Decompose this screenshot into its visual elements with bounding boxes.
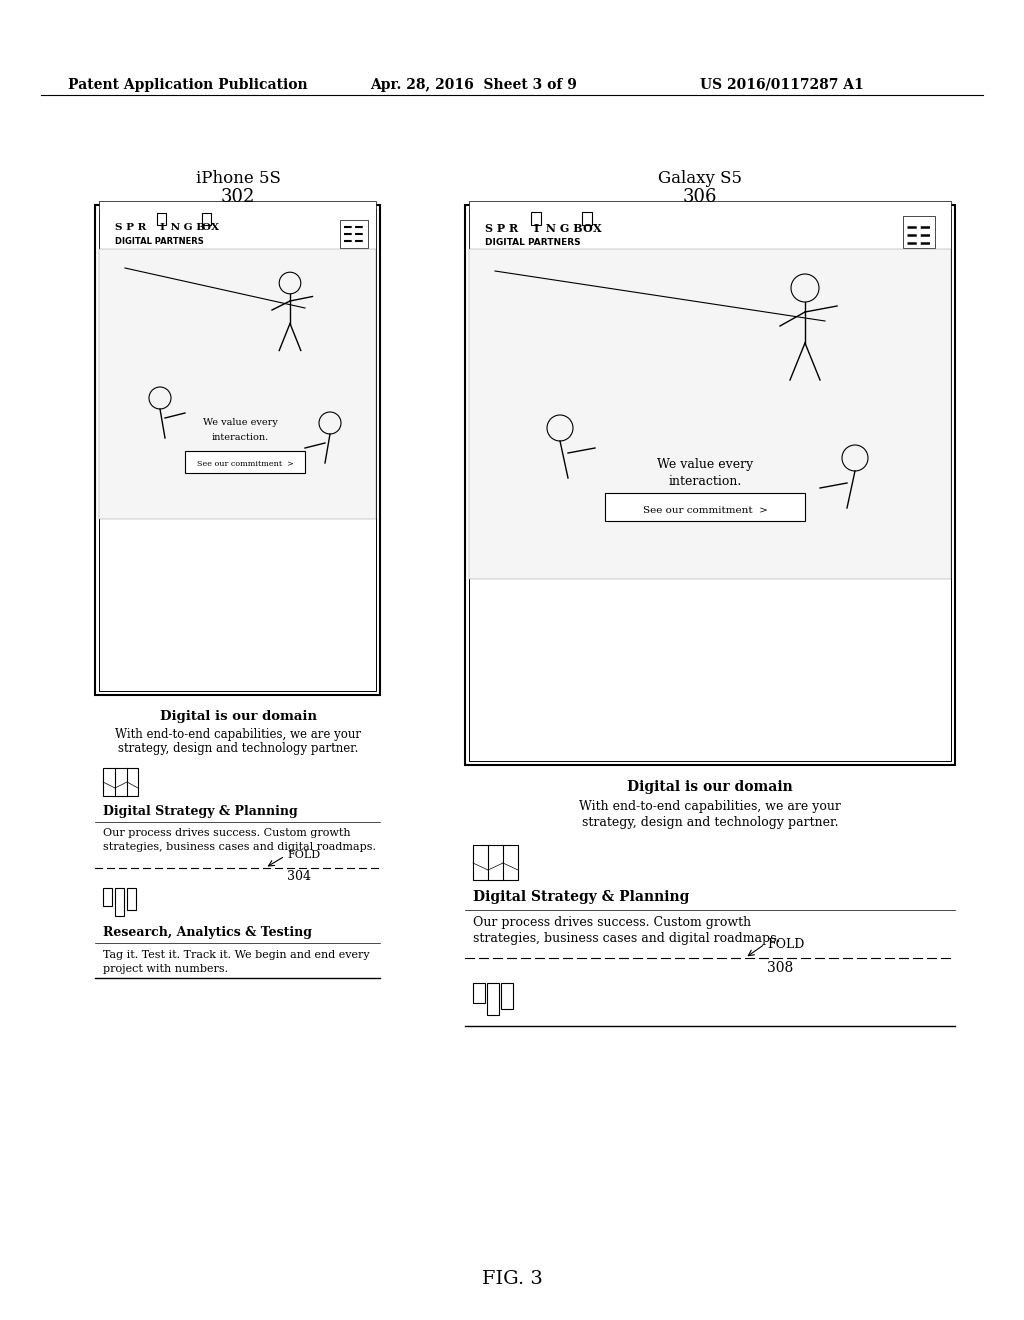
Text: With end-to-end capabilities, we are your: With end-to-end capabilities, we are you… bbox=[115, 729, 361, 741]
Text: With end-to-end capabilities, we are your: With end-to-end capabilities, we are you… bbox=[579, 800, 841, 813]
Text: Research, Analytics & Testing: Research, Analytics & Testing bbox=[103, 927, 312, 939]
Bar bbox=[469, 249, 951, 579]
Bar bbox=[469, 201, 951, 249]
Bar bbox=[202, 213, 211, 224]
Text: 304: 304 bbox=[287, 870, 311, 883]
Text: X: X bbox=[593, 223, 602, 234]
Text: Our process drives success. Custom growth: Our process drives success. Custom growt… bbox=[473, 916, 752, 929]
Bar bbox=[903, 216, 935, 248]
Text: strategy, design and technology partner.: strategy, design and technology partner. bbox=[118, 742, 358, 755]
Text: Tag it. Test it. Track it. We begin and end every: Tag it. Test it. Track it. We begin and … bbox=[103, 950, 370, 960]
Text: DIGITAL PARTNERS: DIGITAL PARTNERS bbox=[115, 238, 204, 246]
Text: US 2016/0117287 A1: US 2016/0117287 A1 bbox=[700, 78, 864, 92]
Text: 306: 306 bbox=[683, 187, 717, 206]
Bar bbox=[469, 209, 951, 762]
Bar bbox=[157, 213, 166, 224]
Bar bbox=[531, 213, 541, 224]
Bar bbox=[465, 205, 955, 766]
Bar bbox=[605, 492, 805, 521]
Bar bbox=[582, 213, 592, 224]
Text: interaction.: interaction. bbox=[211, 433, 268, 442]
Text: project with numbers.: project with numbers. bbox=[103, 964, 228, 974]
Text: We value every: We value every bbox=[656, 458, 753, 471]
Text: iPhone 5S: iPhone 5S bbox=[196, 170, 281, 187]
Text: DIGITAL PARTNERS: DIGITAL PARTNERS bbox=[485, 238, 581, 247]
Bar bbox=[103, 768, 138, 796]
Text: FOLD: FOLD bbox=[287, 850, 321, 861]
Bar bbox=[99, 201, 376, 249]
Text: O: O bbox=[582, 223, 592, 234]
Bar bbox=[99, 209, 376, 690]
Text: S P R: S P R bbox=[115, 223, 146, 232]
Bar bbox=[99, 249, 376, 519]
Text: FIG. 3: FIG. 3 bbox=[481, 1270, 543, 1288]
Text: Digital is our domain: Digital is our domain bbox=[627, 780, 793, 795]
Bar bbox=[127, 888, 136, 909]
Text: N G B: N G B bbox=[167, 223, 205, 232]
Text: strategies, business cases and digital roadmaps.: strategies, business cases and digital r… bbox=[473, 932, 780, 945]
Text: X: X bbox=[211, 223, 219, 232]
Text: See our commitment  >: See our commitment > bbox=[197, 459, 294, 469]
Text: Our process drives success. Custom growth: Our process drives success. Custom growt… bbox=[103, 828, 350, 838]
Bar bbox=[487, 983, 499, 1015]
Text: Apr. 28, 2016  Sheet 3 of 9: Apr. 28, 2016 Sheet 3 of 9 bbox=[370, 78, 577, 92]
Text: 308: 308 bbox=[767, 961, 794, 975]
Text: We value every: We value every bbox=[203, 418, 278, 426]
Text: Digital Strategy & Planning: Digital Strategy & Planning bbox=[473, 890, 689, 904]
Bar bbox=[473, 845, 518, 880]
Text: I: I bbox=[534, 223, 539, 234]
Text: O: O bbox=[202, 223, 211, 232]
Bar bbox=[185, 451, 305, 473]
Text: Digital is our domain: Digital is our domain bbox=[160, 710, 316, 723]
Bar bbox=[340, 220, 368, 248]
Text: strategies, business cases and digital roadmaps.: strategies, business cases and digital r… bbox=[103, 842, 376, 851]
Text: interaction.: interaction. bbox=[669, 475, 741, 488]
Text: S P R: S P R bbox=[485, 223, 518, 234]
Bar bbox=[115, 888, 124, 916]
Text: 302: 302 bbox=[221, 187, 255, 206]
Text: N G B: N G B bbox=[542, 223, 583, 234]
Text: I: I bbox=[159, 223, 164, 232]
Bar bbox=[95, 205, 380, 696]
Text: Patent Application Publication: Patent Application Publication bbox=[68, 78, 307, 92]
Text: strategy, design and technology partner.: strategy, design and technology partner. bbox=[582, 816, 839, 829]
Text: See our commitment  >: See our commitment > bbox=[643, 506, 767, 515]
Bar bbox=[501, 983, 513, 1008]
Text: Digital Strategy & Planning: Digital Strategy & Planning bbox=[103, 805, 298, 818]
Text: Galaxy S5: Galaxy S5 bbox=[658, 170, 742, 187]
Text: FOLD: FOLD bbox=[767, 939, 805, 950]
Bar bbox=[103, 888, 112, 906]
Bar bbox=[473, 983, 485, 1003]
